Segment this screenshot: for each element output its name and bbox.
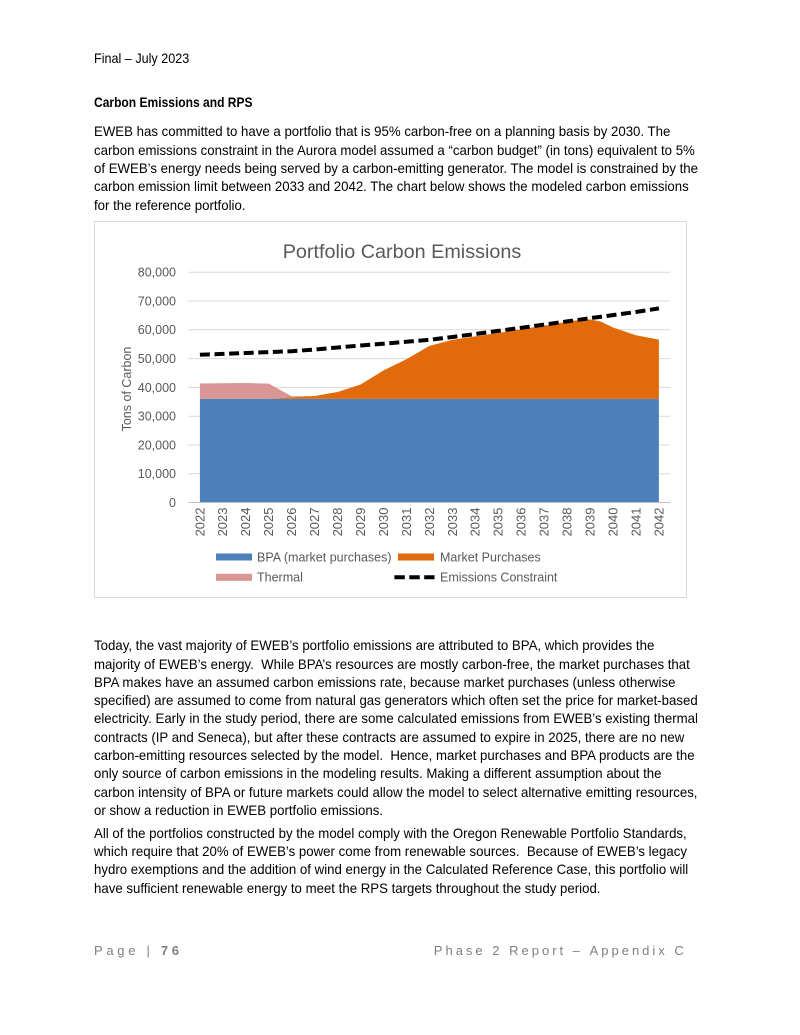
- svg-text:Tons of Carbon: Tons of Carbon: [120, 347, 134, 432]
- svg-text:2022: 2022: [192, 508, 207, 537]
- svg-text:Emissions Constraint: Emissions Constraint: [440, 571, 558, 585]
- svg-text:20,000: 20,000: [138, 438, 176, 452]
- svg-text:2032: 2032: [422, 508, 437, 537]
- svg-text:40,000: 40,000: [138, 381, 176, 395]
- svg-text:70,000: 70,000: [138, 294, 176, 308]
- svg-text:2028: 2028: [330, 508, 345, 537]
- svg-text:2023: 2023: [215, 508, 230, 537]
- svg-text:2027: 2027: [307, 508, 322, 537]
- svg-text:2026: 2026: [284, 508, 299, 537]
- svg-text:50,000: 50,000: [138, 352, 176, 366]
- svg-text:BPA (market purchases): BPA (market purchases): [257, 550, 392, 564]
- svg-text:2024: 2024: [238, 508, 253, 537]
- svg-text:2034: 2034: [468, 508, 483, 537]
- svg-text:0: 0: [169, 496, 176, 510]
- svg-text:Thermal: Thermal: [257, 571, 303, 585]
- svg-text:2042: 2042: [651, 508, 666, 537]
- svg-text:2030: 2030: [376, 508, 391, 537]
- svg-text:Market Purchases: Market Purchases: [440, 550, 541, 564]
- svg-text:2040: 2040: [605, 508, 620, 537]
- svg-text:2029: 2029: [353, 508, 368, 537]
- svg-text:2035: 2035: [491, 507, 506, 536]
- svg-text:2036: 2036: [514, 508, 529, 537]
- svg-text:2041: 2041: [628, 508, 643, 537]
- svg-text:2039: 2039: [582, 508, 597, 537]
- svg-text:2025: 2025: [261, 508, 276, 537]
- svg-text:80,000: 80,000: [138, 266, 176, 280]
- svg-text:2038: 2038: [560, 508, 575, 537]
- svg-text:2037: 2037: [537, 508, 552, 537]
- svg-text:2031: 2031: [399, 508, 414, 537]
- svg-text:60,000: 60,000: [138, 323, 176, 337]
- svg-text:Portfolio Carbon Emissions: Portfolio Carbon Emissions: [283, 241, 522, 263]
- svg-text:2033: 2033: [445, 508, 460, 537]
- svg-text:30,000: 30,000: [138, 410, 176, 424]
- svg-text:10,000: 10,000: [138, 467, 176, 481]
